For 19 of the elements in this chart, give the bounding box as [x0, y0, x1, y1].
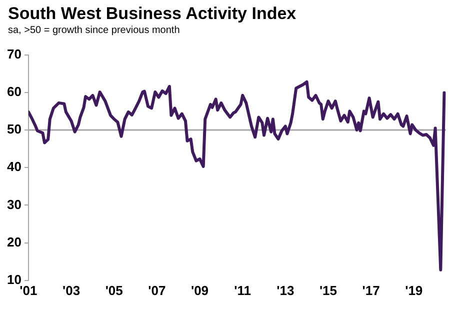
- x-tick-label: '19: [405, 282, 423, 298]
- x-tick-label: '11: [234, 282, 252, 298]
- chart-title: South West Business Activity Index: [8, 4, 296, 24]
- y-tick-label: 20: [6, 234, 22, 250]
- x-tick-label: '03: [62, 282, 80, 298]
- x-tick-label: '05: [105, 282, 123, 298]
- y-tick-label: 40: [6, 159, 22, 174]
- x-tick-label: '09: [190, 282, 209, 298]
- x-tick-label: '01: [20, 282, 38, 298]
- x-tick-label: '17: [362, 282, 380, 298]
- y-tick-label: 30: [6, 196, 22, 212]
- x-tick-label: '07: [148, 282, 166, 298]
- chart-subtitle: sa, >50 = growth since previous month: [8, 25, 180, 36]
- x-tick-label: '15: [319, 282, 338, 298]
- y-tick-label: 60: [6, 84, 22, 99]
- y-tick-label: 70: [6, 46, 22, 62]
- y-tick-label: 10: [6, 272, 22, 287]
- x-tick-label: '13: [276, 282, 294, 298]
- y-tick-label: 50: [6, 122, 22, 137]
